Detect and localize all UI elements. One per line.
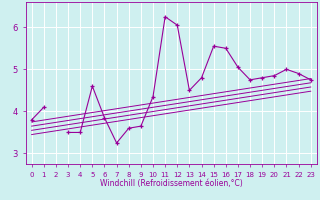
X-axis label: Windchill (Refroidissement éolien,°C): Windchill (Refroidissement éolien,°C) xyxy=(100,179,243,188)
